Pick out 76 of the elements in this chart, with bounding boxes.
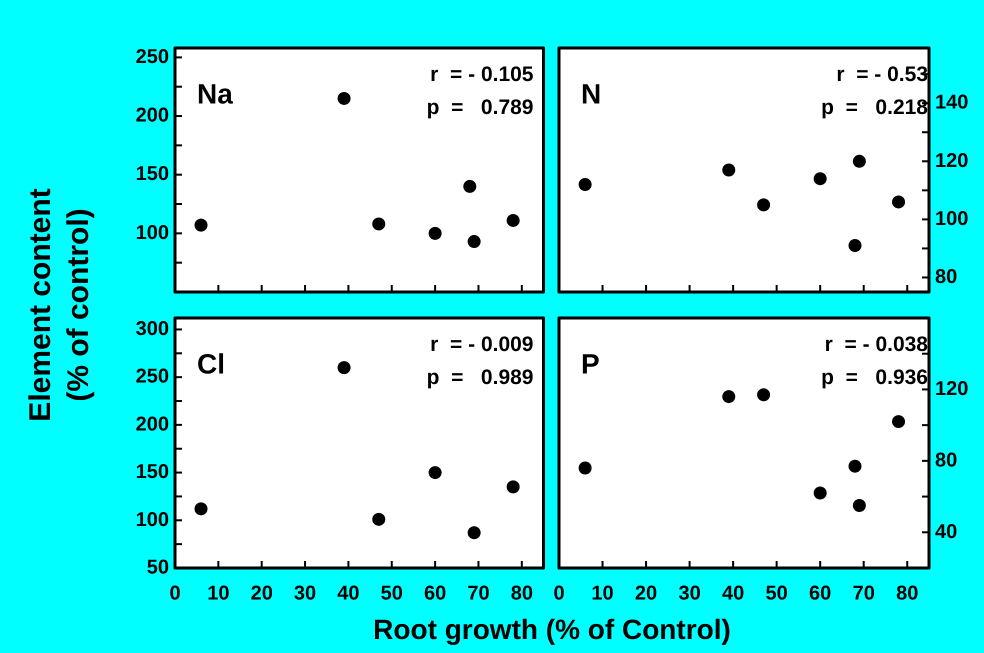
x-tick-label: 60 [809,582,832,605]
y2-tick-label: 80 [935,266,958,288]
x-tick-label: 70 [467,582,490,605]
point [892,415,906,428]
y-tick-label: 300 [136,318,169,340]
point [338,361,351,374]
point [372,512,386,526]
point [428,466,442,480]
point [892,195,906,208]
x-tick-label: 20 [250,582,273,605]
x-tick-label: 0 [553,582,565,605]
annotation: p = 0.789 [426,96,534,119]
point [578,462,592,474]
y-tick-label: 150 [136,461,169,484]
y2-tick-label: 140 [935,92,968,114]
x-tick-label: 40 [337,582,360,605]
point [468,526,481,540]
x-tick-label: 30 [678,582,701,605]
x-tick-label: 0 [169,582,181,605]
point [506,480,520,494]
x-tick-label: 50 [766,582,788,605]
annotation: r = - 0.105 [430,62,534,86]
y2-tick-label: 80 [935,449,958,472]
x-tick-label: 80 [510,582,533,605]
x-tick-label: 10 [591,582,614,605]
point [194,502,208,516]
point [506,214,520,227]
point [372,217,386,230]
annotation: p = 0.218 [821,96,928,119]
x-tick-label: 10 [207,582,230,605]
y-tick-label: 50 [146,556,169,579]
point [578,178,592,192]
text: P [581,348,600,380]
annotation: r = - 0.038 [824,332,928,356]
x-tick-label: 30 [294,582,316,605]
y-tick-label: 250 [136,46,169,68]
point [722,164,736,176]
y-tick-label: 150 [136,163,169,186]
y-tick-label: 100 [136,508,169,531]
text: Na [197,78,234,110]
y2-tick-label: 120 [935,378,968,400]
annotation: p = 0.989 [426,366,534,389]
point [194,218,208,232]
point [757,388,770,402]
x-tick-label: 80 [896,582,918,605]
point [852,154,866,168]
point [428,226,442,240]
x-tick-label: 20 [634,582,658,605]
y2-tick-label: 40 [935,520,958,543]
y2-tick-label: 120 [935,150,968,172]
point [722,390,736,404]
annotation: r = - 0.009 [430,332,534,356]
point [814,486,827,500]
point [338,92,351,105]
point [468,235,481,248]
x-tick-label: 40 [722,582,744,605]
y-tick-label: 250 [136,366,169,388]
point [848,460,862,473]
point [814,172,827,186]
annotation: p = 0.936 [821,366,928,389]
y-axis-title: Element content (% of control) [23,187,96,424]
y-tick-label: 200 [136,104,169,127]
point [757,198,770,212]
y-tick-label: 100 [136,222,169,244]
x-tick-label: 70 [852,582,875,605]
y2-tick-label: 100 [935,208,968,230]
point [848,239,862,252]
annotation: r = - 0.53 [836,62,928,86]
x-tick-label: 50 [380,582,403,605]
x-tick-label: 60 [424,582,446,605]
x-axis-title: Root growth (% of Control) [372,614,732,646]
text: N [581,78,602,110]
y-tick-label: 200 [136,413,169,436]
point [463,180,476,193]
text: Cl [197,348,225,380]
point [852,499,866,512]
